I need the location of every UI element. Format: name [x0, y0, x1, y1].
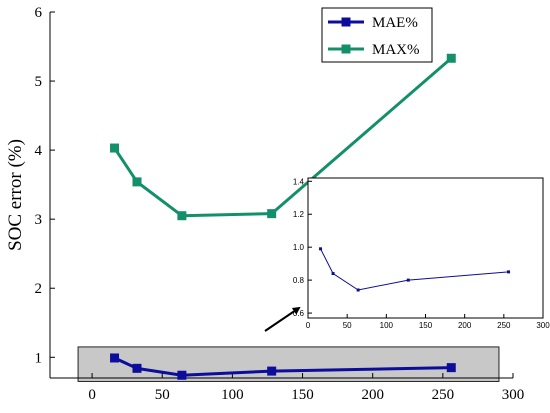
x-tick-label: 150	[291, 387, 314, 403]
y-tick-label: 1	[35, 350, 43, 366]
x-tick-label: 250	[432, 387, 455, 403]
y-tick-label: 2	[35, 281, 43, 297]
inset-x-tick-label: 0	[306, 321, 311, 330]
data-point	[446, 53, 456, 63]
legend-label: MAE%	[372, 15, 418, 31]
inset-y-tick-label: 1.4	[293, 177, 305, 186]
inset-x-tick-label: 50	[343, 321, 352, 330]
inset-data-point	[331, 272, 335, 276]
data-point	[132, 177, 142, 187]
legend: MAE% MAX%	[321, 7, 433, 63]
x-tick-label: 200	[361, 387, 384, 403]
inset-data-point	[507, 270, 511, 274]
legend-label: MAX%	[372, 42, 420, 58]
zoom-arrow	[264, 306, 301, 332]
x-tick-label: 50	[155, 387, 170, 403]
y-tick-label: 3	[35, 212, 43, 228]
inset-plot: 0.6 0.8 1.0 1.2 1.4 0 50 100 150 200 250 300	[293, 177, 550, 330]
data-point	[132, 363, 142, 373]
inset-y-tick-label: 1.2	[293, 210, 305, 219]
data-point	[267, 366, 277, 376]
legend-box	[321, 7, 433, 63]
y-tick-label: 6	[35, 5, 43, 21]
data-point	[446, 363, 456, 373]
y-tick-label: 4	[35, 143, 43, 159]
legend-swatch-marker	[341, 44, 351, 54]
highlight-region	[77, 346, 500, 382]
inset-x-tick-label: 150	[419, 321, 433, 330]
x-tick-label: 300	[502, 387, 525, 403]
data-point	[267, 209, 277, 219]
inset-x-tick-label: 100	[380, 321, 394, 330]
y-tick-label: 5	[35, 74, 43, 90]
inset-x-tick-label: 300	[536, 321, 550, 330]
inset-x-tick-label: 200	[458, 321, 472, 330]
data-point	[177, 211, 187, 221]
y-axis-label: SOC error (%)	[5, 139, 26, 251]
inset-data-point	[356, 288, 360, 292]
data-point	[110, 353, 120, 363]
inset-frame	[307, 177, 544, 319]
x-tick-label: 100	[221, 387, 244, 403]
legend-swatch-marker	[341, 17, 351, 27]
arrow-line	[264, 306, 301, 332]
x-tick-label: 0	[88, 387, 96, 403]
inset-x-tick-label: 250	[497, 321, 511, 330]
inset-y-tick-label: 1.0	[293, 243, 305, 252]
inset-y-tick-label: 0.8	[293, 276, 305, 285]
inset-data-point	[319, 247, 323, 251]
data-point	[110, 143, 120, 153]
main-plot: 1 2 3 4 5 6 0 50 100 150 200 250 300 SOC error (%)	[5, 5, 524, 403]
data-point	[177, 370, 187, 380]
inset-data-point	[406, 278, 410, 282]
inset-y-tick-label: 0.6	[293, 309, 305, 318]
